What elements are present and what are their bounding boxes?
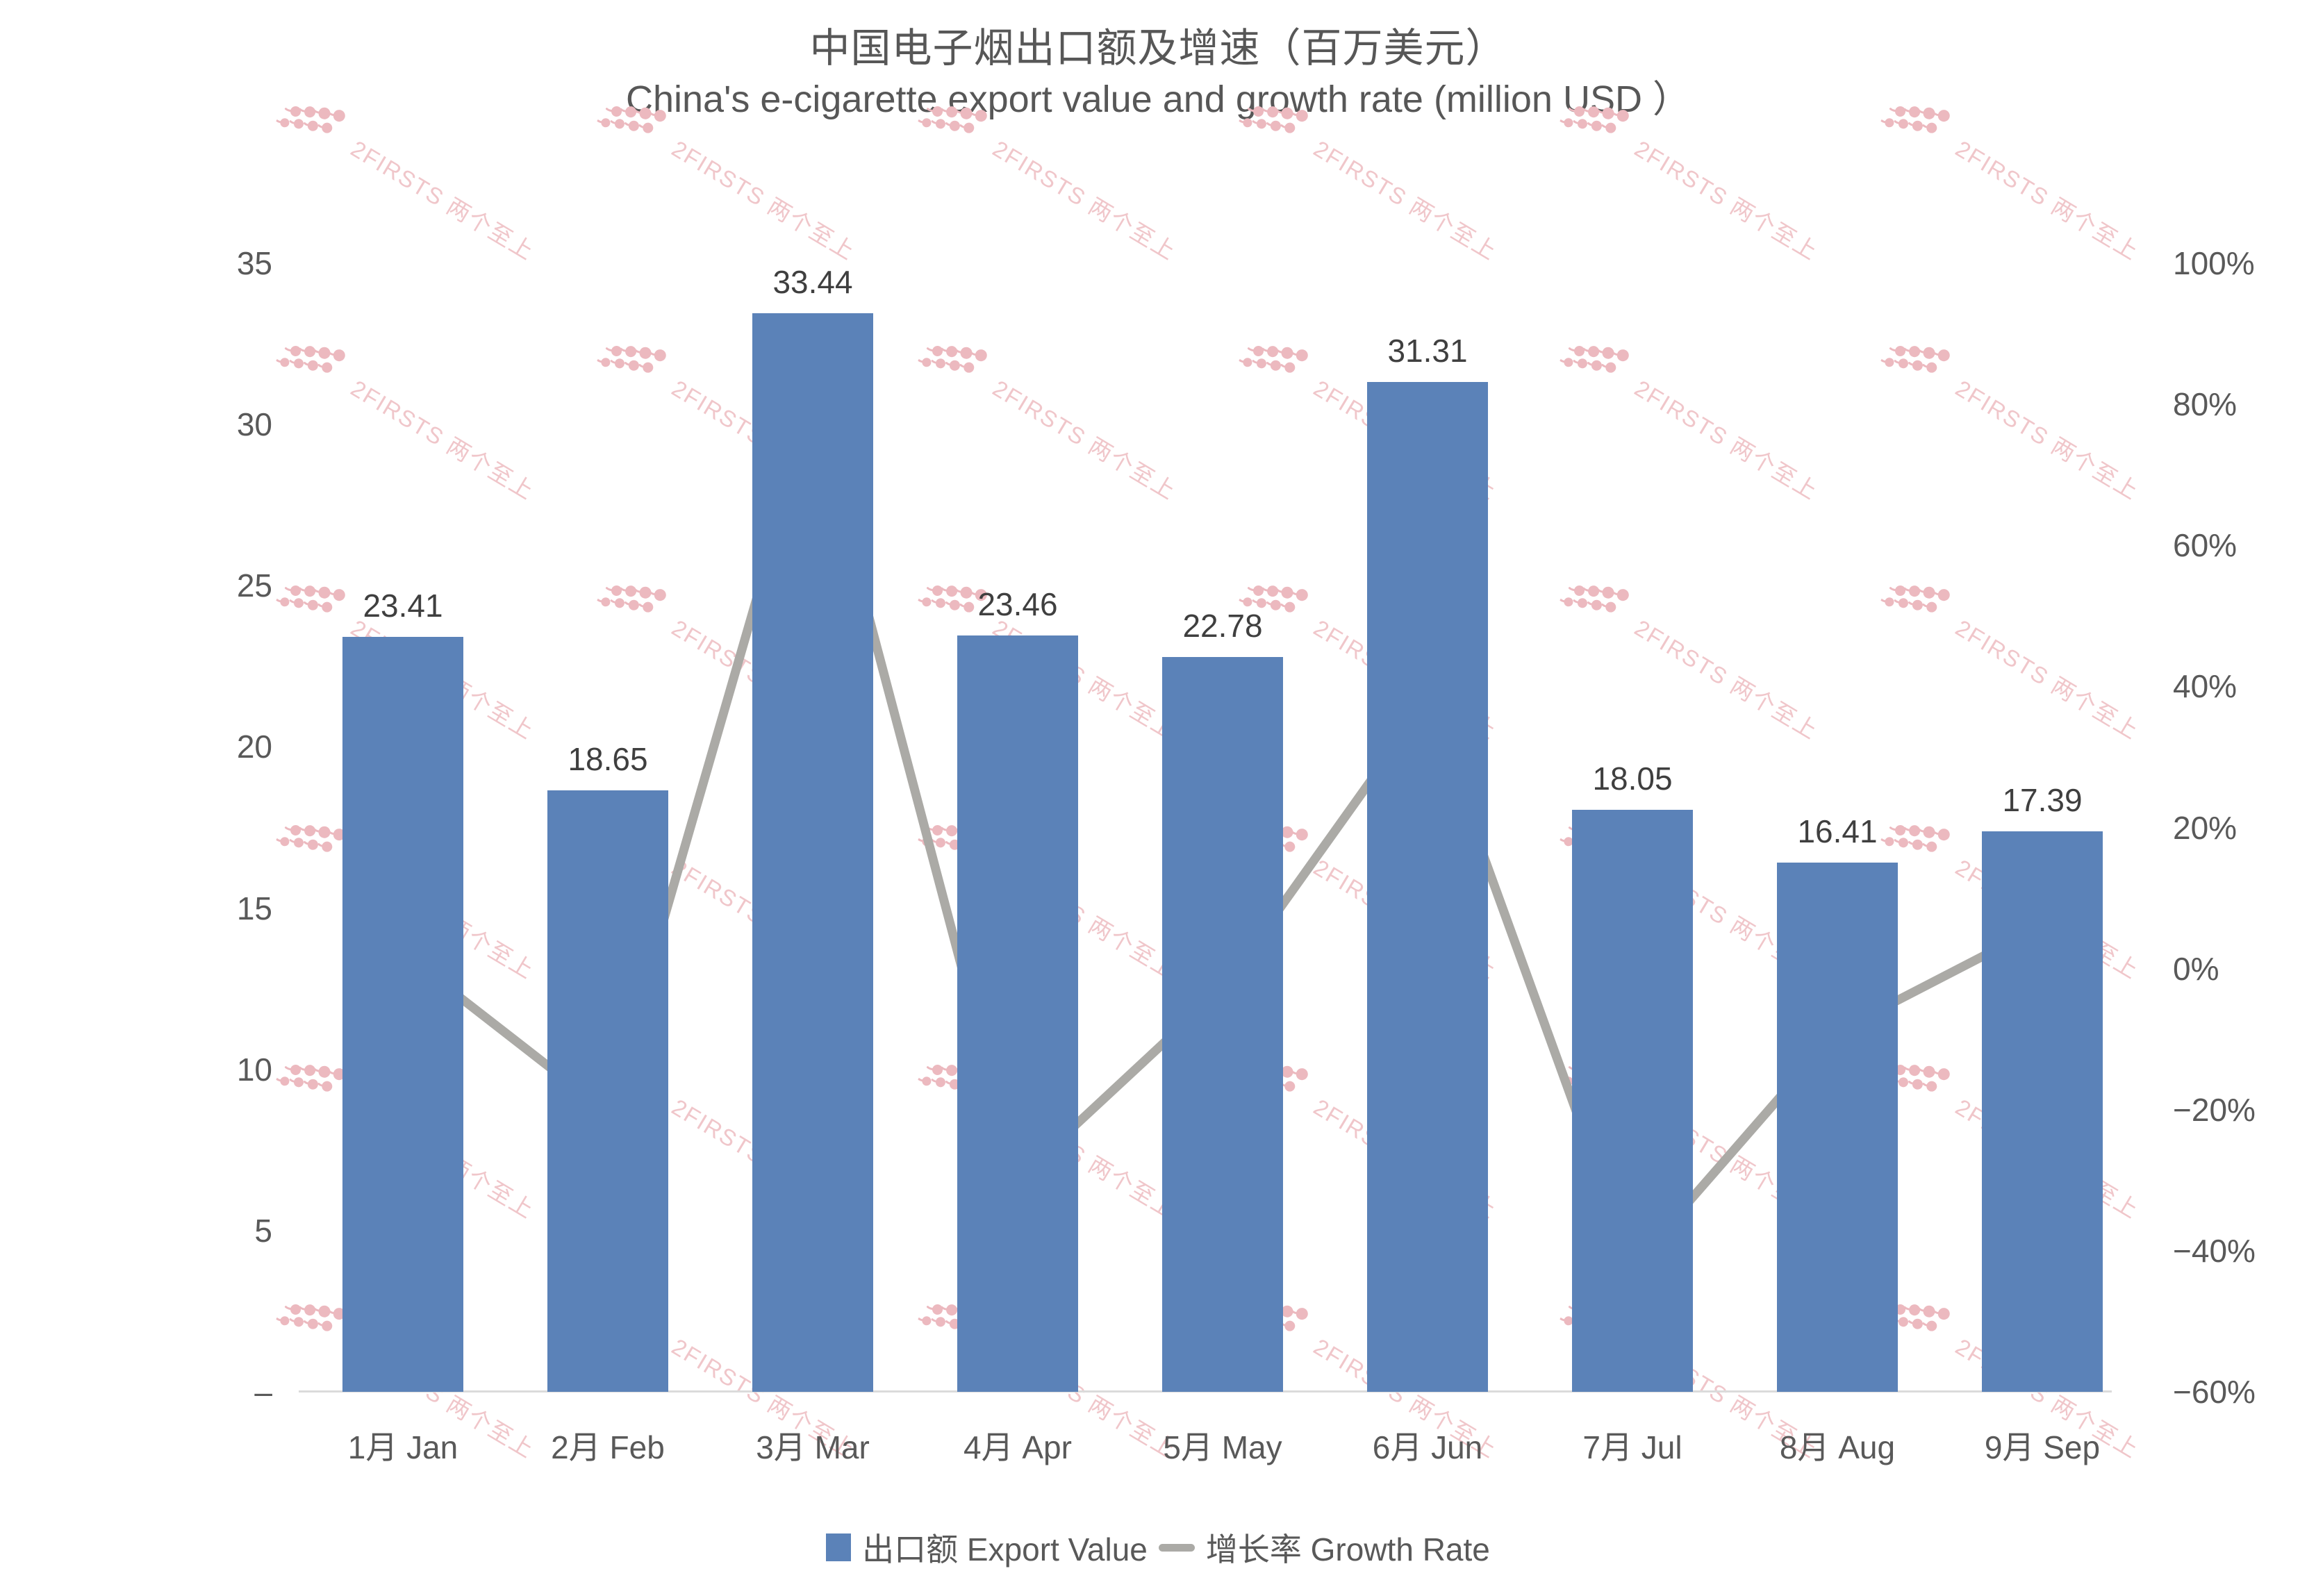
y-axis-left-tick: 25 (236, 567, 272, 604)
y-axis-right-tick: 60% (2173, 527, 2238, 564)
y-axis-left-tick: 20 (236, 729, 272, 765)
bar (752, 313, 873, 1392)
bar-value-label: 22.78 (1182, 608, 1263, 645)
bar-value-label: 31.31 (1387, 333, 1468, 369)
y-axis-right-tick: 40% (2173, 668, 2238, 705)
chart-subtitle: China's e-cigarette export value and gro… (626, 78, 1690, 120)
x-axis-label: 3月 Mar (756, 1429, 870, 1465)
y-axis-right-tick: 20% (2173, 809, 2238, 846)
x-axis-label: 7月 Jul (1582, 1429, 1682, 1465)
bar-value-label: 17.39 (2002, 781, 2083, 818)
y-axis-right-tick: 0% (2173, 950, 2219, 987)
bar (342, 637, 463, 1392)
y-axis-right-tick: 100% (2173, 245, 2255, 281)
y-axis-right-tick: −20% (2173, 1091, 2256, 1128)
y-axis-left-tick: 5 (254, 1212, 272, 1249)
x-axis-label: 6月 Jun (1372, 1429, 1483, 1465)
x-axis-label: 4月 Apr (963, 1429, 1072, 1465)
x-axis-label: 8月 Aug (1779, 1429, 1896, 1465)
y-axis-right-tick: 80% (2173, 386, 2238, 423)
y-axis-left-tick: 15 (236, 890, 272, 926)
legend: 出口额 Export Value 增长率 Growth Rate (0, 1525, 2316, 1570)
y-axis-right-tick: −60% (2173, 1374, 2256, 1410)
bar (1572, 809, 1693, 1392)
x-axis-label: 2月 Feb (551, 1429, 665, 1465)
y-axis-left-tick: 30 (236, 406, 272, 443)
bar (1367, 382, 1488, 1392)
bar-value-label: 18.05 (1592, 760, 1673, 797)
legend-export-swatch-icon (826, 1533, 852, 1561)
legend-export-label: 出口额 Export Value (862, 1531, 1148, 1568)
bar-value-label: 18.65 (568, 741, 648, 778)
x-axis-label: 9月 Sep (1984, 1429, 2101, 1465)
y-axis-right-tick: −40% (2173, 1232, 2256, 1269)
bar (547, 790, 668, 1392)
bar-value-label: 33.44 (772, 264, 853, 301)
y-axis-left-tick: 10 (236, 1051, 272, 1088)
bar (957, 635, 1078, 1392)
bar (1162, 657, 1283, 1392)
y-axis-left-tick: – (254, 1374, 272, 1410)
x-axis-label: 1月 Jan (347, 1429, 458, 1465)
legend-growth-swatch-icon (1158, 1543, 1195, 1552)
chart-title: 中国电子烟出口额及增速（百万美元） (809, 26, 1507, 71)
bar-value-label: 23.41 (363, 588, 443, 624)
bar-value-label: 23.46 (977, 585, 1058, 622)
x-axis-label: 5月 May (1163, 1429, 1282, 1465)
y-axis-left-tick: 35 (236, 245, 272, 281)
legend-growth-label: 增长率 Growth Rate (1205, 1531, 1490, 1568)
bar-value-label: 16.41 (1797, 813, 1878, 850)
bar (1982, 831, 2103, 1392)
bar (1777, 863, 1898, 1392)
